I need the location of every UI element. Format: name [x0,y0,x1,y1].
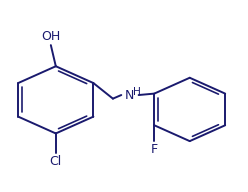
Text: OH: OH [41,30,61,43]
Text: H: H [133,87,141,97]
Text: N: N [124,89,134,102]
Text: F: F [151,142,158,156]
Text: Cl: Cl [50,155,62,168]
